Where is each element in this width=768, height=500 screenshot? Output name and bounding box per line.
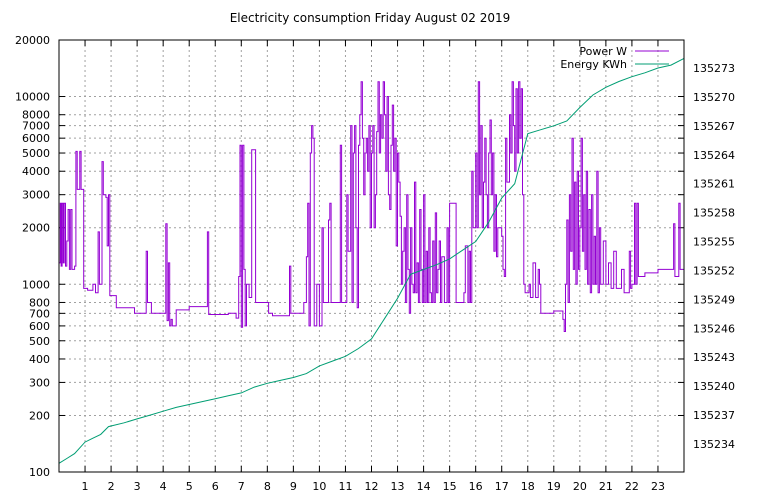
y-tick-label: 8000 [22,109,50,122]
y2-tick-label: 135270 [693,91,735,104]
y2-tick-label: 135237 [693,409,735,422]
y2-tick-label: 135255 [693,236,735,249]
y-tick-label: 6000 [22,132,50,145]
y-tick-label: 100 [29,466,50,479]
legend-label-power: Power W [579,45,627,58]
chart-title: Electricity consumption Friday August 02… [230,11,511,25]
x-tick-label: 4 [160,480,167,493]
x-tick-label: 16 [469,480,483,493]
x-tick-label: 18 [521,480,535,493]
y2-tick-label: 135273 [693,62,735,75]
x-tick-label: 9 [290,480,297,493]
x-tick-label: 12 [365,480,379,493]
x-axis: 1 2 3 4 5 6 7 8 9 10 11 12 13 14 15 16 17 18 19 20 21 22 23 [82,40,665,493]
y-tick-label: 800 [29,296,50,309]
x-tick-label: 1 [82,480,89,493]
energy-series-line [58,57,685,464]
x-tick-label: 23 [651,480,665,493]
x-tick-label: 20 [573,480,587,493]
x-tick-label: 21 [599,480,613,493]
y2-tick-label: 135258 [693,207,735,220]
y2-tick-label: 135240 [693,380,735,393]
y2-tick-label: 135264 [693,149,735,162]
y2-tick-label: 135252 [693,264,735,277]
y-tick-label: 300 [29,376,50,389]
series-group [58,57,685,464]
x-tick-label: 8 [264,480,271,493]
y-tick-label: 700 [29,307,50,320]
y-tick-label: 20000 [15,34,50,47]
y2-tick-label: 135243 [693,351,735,364]
x-tick-label: 19 [547,480,561,493]
y2-tick-label: 135246 [693,322,735,335]
y-tick-label: 10000 [15,91,50,104]
y-tick-label: 400 [29,353,50,366]
y-tick-label: 500 [29,335,50,348]
y-tick-label: 3000 [22,189,50,202]
y2-axis: 135234 135237 135240 135243 135246 135249 1352… [693,62,735,451]
y-tick-label: 600 [29,320,50,333]
power-series-line [59,81,684,332]
x-tick-label: 13 [391,480,405,493]
x-tick-label: 17 [495,480,509,493]
y-tick-label: 7000 [22,120,50,133]
y2-tick-label: 135261 [693,178,735,191]
x-tick-label: 15 [443,480,457,493]
y2-tick-label: 135267 [693,120,735,133]
x-tick-label: 10 [312,480,326,493]
y-tick-label: 200 [29,409,50,422]
legend: Power W Energy KWh [560,45,669,71]
y-tick-label: 4000 [22,165,50,178]
grid [59,40,684,472]
x-tick-label: 7 [238,480,245,493]
x-tick-label: 2 [108,480,115,493]
x-tick-label: 3 [134,480,141,493]
legend-label-energy: Energy KWh [560,58,627,71]
x-tick-label: 5 [186,480,193,493]
y-tick-label: 5000 [22,147,50,160]
x-tick-label: 11 [338,480,352,493]
y2-tick-label: 135234 [693,438,735,451]
y-tick-label: 2000 [22,222,50,235]
y-tick-label: 1000 [22,278,50,291]
x-tick-label: 6 [212,480,219,493]
y2-tick-label: 135249 [693,293,735,306]
plot-frame [58,39,685,473]
x-tick-label: 22 [625,480,639,493]
x-tick-label: 14 [417,480,431,493]
